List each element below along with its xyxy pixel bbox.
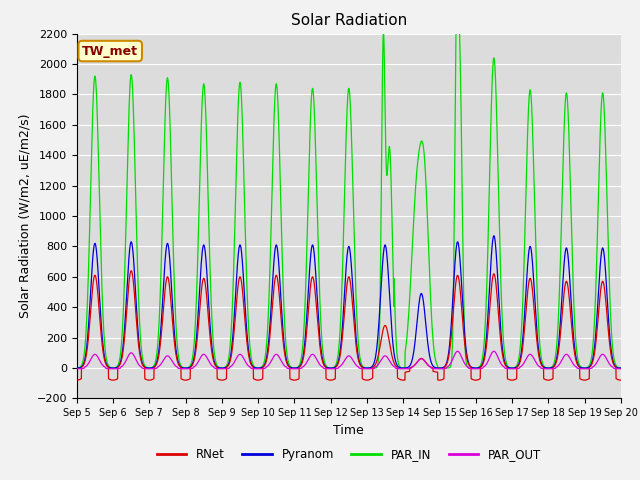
- Title: Solar Radiation: Solar Radiation: [291, 13, 407, 28]
- Text: TW_met: TW_met: [82, 45, 138, 58]
- X-axis label: Time: Time: [333, 424, 364, 437]
- Legend: RNet, Pyranom, PAR_IN, PAR_OUT: RNet, Pyranom, PAR_IN, PAR_OUT: [152, 443, 545, 466]
- Y-axis label: Solar Radiation (W/m2, uE/m2/s): Solar Radiation (W/m2, uE/m2/s): [18, 114, 31, 318]
